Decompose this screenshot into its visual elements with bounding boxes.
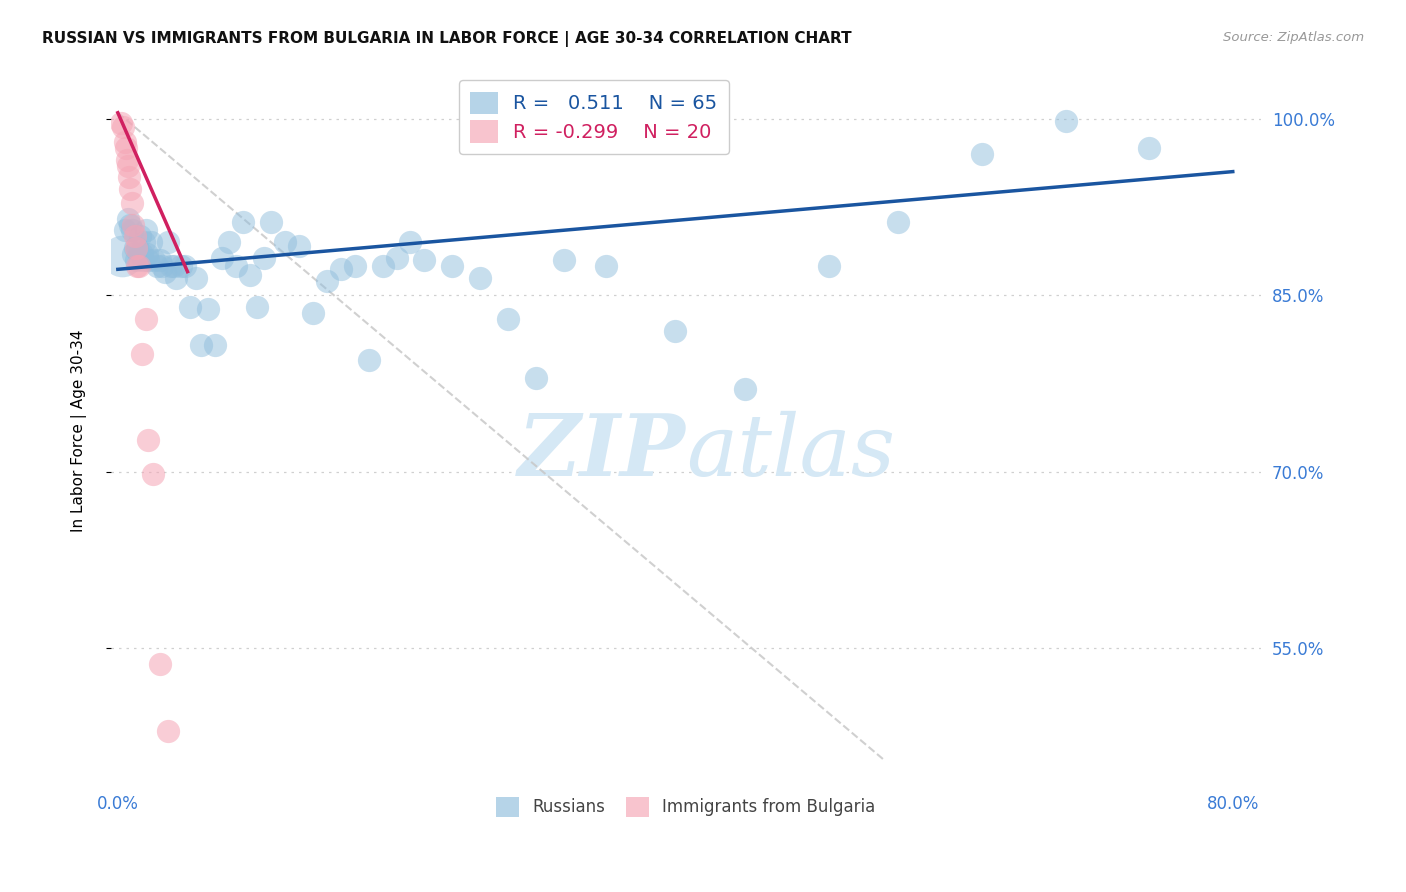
Point bbox=[232, 215, 254, 229]
Point bbox=[399, 235, 422, 250]
Point bbox=[173, 259, 195, 273]
Point bbox=[128, 247, 150, 261]
Point bbox=[329, 262, 352, 277]
Point bbox=[124, 241, 146, 255]
Point bbox=[413, 252, 436, 267]
Point bbox=[218, 235, 240, 250]
Point bbox=[127, 259, 149, 273]
Point bbox=[371, 259, 394, 273]
Point bbox=[441, 259, 464, 273]
Point bbox=[138, 252, 160, 267]
Point bbox=[970, 147, 993, 161]
Point bbox=[179, 300, 201, 314]
Point bbox=[125, 252, 148, 267]
Point bbox=[115, 153, 138, 167]
Point bbox=[135, 311, 157, 326]
Point bbox=[125, 241, 148, 255]
Point bbox=[117, 211, 139, 226]
Point bbox=[524, 370, 547, 384]
Point bbox=[131, 247, 153, 261]
Point bbox=[288, 239, 311, 253]
Point bbox=[184, 270, 207, 285]
Point bbox=[211, 251, 233, 265]
Point bbox=[124, 229, 146, 244]
Point bbox=[143, 252, 166, 267]
Point bbox=[595, 259, 617, 273]
Text: Source: ZipAtlas.com: Source: ZipAtlas.com bbox=[1223, 31, 1364, 45]
Point bbox=[664, 324, 686, 338]
Point bbox=[134, 235, 156, 250]
Point bbox=[122, 218, 145, 232]
Point bbox=[127, 241, 149, 255]
Point bbox=[260, 215, 283, 229]
Point bbox=[156, 235, 179, 250]
Point bbox=[315, 274, 337, 288]
Point bbox=[302, 306, 325, 320]
Point bbox=[165, 270, 187, 285]
Point bbox=[118, 170, 141, 185]
Text: ZIP: ZIP bbox=[517, 410, 686, 493]
Point bbox=[887, 215, 910, 229]
Point bbox=[274, 235, 297, 250]
Point bbox=[111, 249, 134, 263]
Point bbox=[357, 353, 380, 368]
Point bbox=[239, 268, 262, 283]
Point bbox=[120, 218, 142, 232]
Point bbox=[115, 141, 138, 155]
Legend: Russians, Immigrants from Bulgaria: Russians, Immigrants from Bulgaria bbox=[488, 789, 884, 825]
Point bbox=[225, 259, 247, 273]
Point bbox=[253, 251, 276, 265]
Point bbox=[553, 252, 575, 267]
Text: RUSSIAN VS IMMIGRANTS FROM BULGARIA IN LABOR FORCE | AGE 30-34 CORRELATION CHART: RUSSIAN VS IMMIGRANTS FROM BULGARIA IN L… bbox=[42, 31, 852, 47]
Point bbox=[190, 337, 212, 351]
Point bbox=[197, 302, 219, 317]
Point bbox=[385, 251, 408, 265]
Point bbox=[121, 223, 143, 237]
Point bbox=[159, 259, 181, 273]
Point bbox=[1137, 141, 1160, 155]
Point bbox=[121, 196, 143, 211]
Point bbox=[117, 159, 139, 173]
Text: atlas: atlas bbox=[686, 410, 894, 493]
Y-axis label: In Labor Force | Age 30-34: In Labor Force | Age 30-34 bbox=[72, 329, 87, 532]
Point bbox=[131, 347, 153, 361]
Point bbox=[817, 259, 839, 273]
Point bbox=[204, 337, 226, 351]
Point bbox=[136, 247, 159, 261]
Point bbox=[156, 723, 179, 738]
Point bbox=[155, 265, 177, 279]
Point bbox=[152, 259, 174, 273]
Point bbox=[112, 120, 135, 134]
Point bbox=[343, 259, 366, 273]
Point bbox=[146, 259, 169, 273]
Point bbox=[110, 116, 132, 130]
Point bbox=[142, 467, 165, 482]
Point bbox=[122, 247, 145, 261]
Point bbox=[149, 252, 172, 267]
Point bbox=[129, 229, 152, 244]
Point bbox=[162, 259, 184, 273]
Point bbox=[135, 223, 157, 237]
Point bbox=[141, 235, 163, 250]
Point bbox=[169, 259, 191, 273]
Point bbox=[128, 259, 150, 273]
Point bbox=[114, 223, 136, 237]
Point bbox=[138, 433, 160, 447]
Point bbox=[149, 657, 172, 671]
Point bbox=[496, 311, 519, 326]
Point bbox=[1054, 114, 1077, 128]
Point bbox=[470, 270, 492, 285]
Point bbox=[734, 383, 756, 397]
Point bbox=[246, 300, 269, 314]
Point bbox=[132, 252, 155, 267]
Point bbox=[120, 182, 142, 196]
Point bbox=[114, 135, 136, 149]
